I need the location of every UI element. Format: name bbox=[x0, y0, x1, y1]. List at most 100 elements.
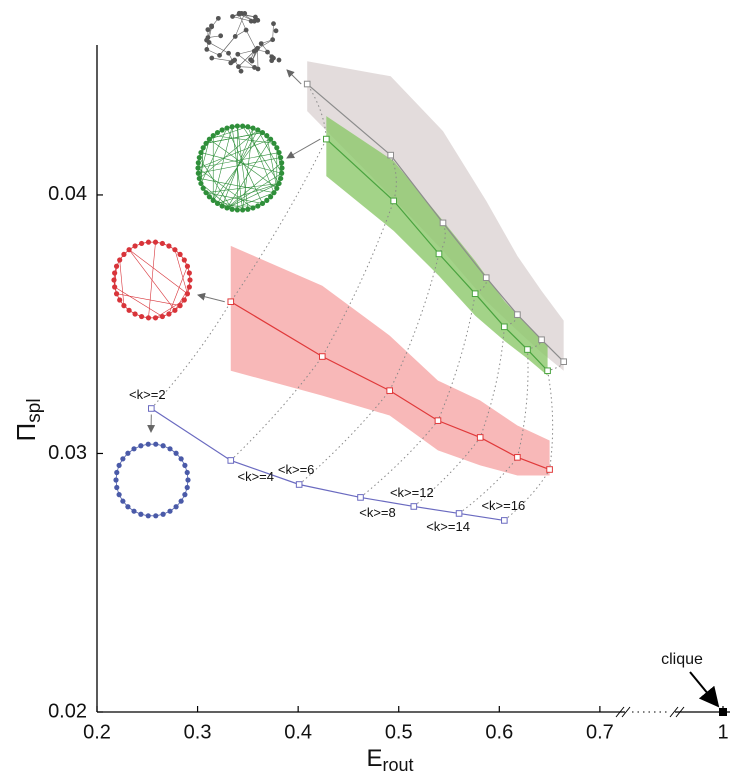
x-tick-label: 0.3 bbox=[184, 721, 212, 743]
icon-node bbox=[132, 243, 138, 249]
icon-node bbox=[255, 127, 261, 133]
icon-node bbox=[274, 145, 280, 151]
icon-node bbox=[132, 311, 138, 317]
point bbox=[544, 367, 551, 375]
icon-edge bbox=[238, 66, 255, 68]
icon-edge bbox=[226, 139, 271, 209]
icon-node bbox=[265, 49, 270, 55]
icon-node bbox=[253, 47, 259, 53]
icon-node bbox=[114, 484, 120, 491]
icon-node bbox=[182, 462, 188, 468]
icon-node bbox=[271, 55, 276, 61]
icon-node bbox=[276, 57, 282, 63]
icon-node bbox=[198, 149, 204, 156]
icon-edge bbox=[273, 178, 281, 193]
x-axis-label: Erout bbox=[366, 745, 413, 774]
icon-node bbox=[259, 200, 266, 207]
icon-node bbox=[196, 175, 202, 182]
break-mark bbox=[669, 706, 679, 718]
point bbox=[546, 466, 553, 473]
icon-node bbox=[242, 11, 248, 16]
point bbox=[148, 405, 155, 412]
icon-node bbox=[159, 240, 165, 247]
icon-edge bbox=[174, 249, 188, 294]
icon-node bbox=[184, 263, 191, 269]
icon-node bbox=[181, 257, 187, 263]
icon-edge bbox=[205, 132, 263, 144]
icon-node bbox=[167, 446, 173, 452]
point bbox=[482, 274, 490, 281]
icon-node bbox=[159, 313, 165, 320]
icon-node bbox=[210, 197, 216, 203]
x-tick-label: 1 bbox=[717, 721, 728, 743]
icon-node bbox=[186, 284, 192, 290]
icon-node bbox=[172, 307, 178, 313]
clique-arrow bbox=[689, 671, 720, 708]
band bbox=[230, 245, 550, 476]
icon-node bbox=[245, 124, 251, 130]
icon-node bbox=[117, 257, 123, 263]
point bbox=[476, 434, 484, 441]
icon-node bbox=[264, 133, 270, 139]
point-label: <k>=14 bbox=[426, 519, 470, 534]
icon-node bbox=[120, 498, 126, 504]
point bbox=[386, 387, 393, 394]
icon-node bbox=[173, 504, 179, 510]
icon-node bbox=[279, 170, 285, 176]
icon-node bbox=[219, 127, 225, 133]
icon-edge bbox=[200, 183, 233, 210]
icon-node bbox=[249, 58, 255, 64]
icon-node bbox=[117, 297, 123, 303]
icon-node bbox=[172, 247, 178, 253]
point-label: <k>=2 bbox=[129, 387, 166, 402]
point bbox=[514, 454, 521, 461]
icon-node bbox=[258, 41, 264, 47]
icon-edge bbox=[247, 126, 275, 193]
icon-node bbox=[217, 52, 222, 58]
icon-node bbox=[113, 477, 119, 483]
icon-node bbox=[224, 125, 230, 131]
icon-node bbox=[195, 160, 201, 166]
icon-node bbox=[218, 33, 224, 39]
icon-node bbox=[114, 469, 120, 476]
icon-node bbox=[245, 206, 251, 212]
point bbox=[439, 219, 447, 227]
icon-node bbox=[205, 27, 211, 33]
icon-node bbox=[200, 145, 206, 151]
point-label: <k>=12 bbox=[390, 485, 434, 500]
icon-node bbox=[186, 270, 192, 276]
icon-arrow bbox=[286, 138, 321, 159]
icon-edge bbox=[199, 139, 210, 179]
x-tick-label: 0.4 bbox=[284, 721, 312, 743]
icon-edge bbox=[119, 259, 125, 306]
icon-node bbox=[268, 136, 274, 142]
icon-edge bbox=[209, 139, 277, 189]
icon-node bbox=[243, 27, 249, 33]
icon-node bbox=[131, 446, 137, 452]
x-tick-label: 0.7 bbox=[586, 721, 614, 743]
icon-node bbox=[274, 185, 280, 191]
icon-node bbox=[195, 165, 201, 171]
icon-edge bbox=[226, 162, 282, 209]
icon-edge bbox=[199, 178, 275, 193]
icon-edge bbox=[237, 54, 255, 68]
icon-node bbox=[252, 14, 258, 20]
icon-node bbox=[240, 123, 246, 129]
point bbox=[318, 353, 326, 360]
point bbox=[387, 151, 394, 159]
icon-node bbox=[224, 205, 230, 211]
point bbox=[524, 346, 531, 353]
icon-node bbox=[160, 511, 166, 517]
icon-node bbox=[145, 315, 152, 321]
icon-edge bbox=[232, 16, 252, 22]
point bbox=[434, 417, 442, 424]
icon-node bbox=[271, 140, 277, 146]
icon-node bbox=[145, 239, 152, 245]
icon-node bbox=[214, 200, 221, 207]
icon-node bbox=[138, 511, 144, 517]
connector bbox=[150, 83, 327, 409]
icon-node bbox=[206, 194, 212, 200]
icon-arrow bbox=[286, 69, 302, 85]
point bbox=[410, 503, 418, 510]
